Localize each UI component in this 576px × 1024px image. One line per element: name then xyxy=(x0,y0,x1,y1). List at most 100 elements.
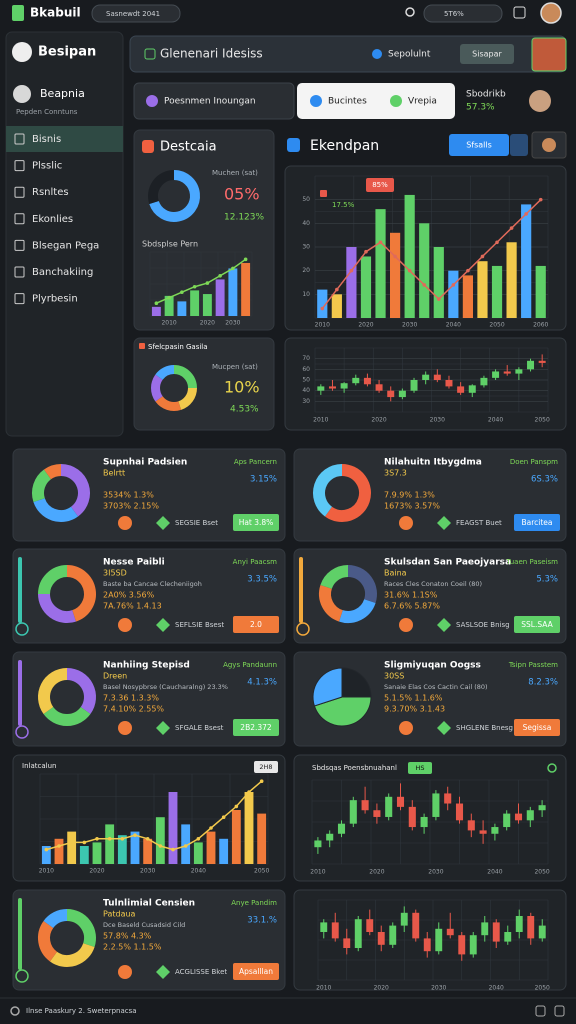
x-tick-label: 2030 xyxy=(140,868,155,875)
candle-body xyxy=(408,806,416,828)
candle-body xyxy=(340,383,348,389)
trend-line xyxy=(321,199,542,309)
card-button[interactable] xyxy=(233,616,279,633)
bar xyxy=(433,247,444,318)
donut-segment xyxy=(60,464,90,517)
candle-body xyxy=(420,816,428,828)
donut-segment xyxy=(33,497,79,522)
trend-point xyxy=(69,840,74,845)
trend-point xyxy=(183,844,188,848)
donut-segment xyxy=(173,365,197,389)
candle-body xyxy=(457,386,465,393)
candle-body xyxy=(515,916,523,932)
toolbar-button-text[interactable]: Sisapar xyxy=(472,50,502,59)
chip[interactable]: Vrepia xyxy=(408,97,437,107)
card-button-text[interactable]: Segissa xyxy=(523,723,552,732)
card-line: 7.4.10% 2.55% xyxy=(103,705,164,714)
footer: Ilnse Paaskury 2. Sweterpnacsa xyxy=(26,1007,137,1015)
card-accent xyxy=(299,557,303,623)
card-icon xyxy=(156,516,170,530)
x-tick-label: 2050 xyxy=(534,869,549,876)
card-button-text[interactable]: Apsalllan xyxy=(239,967,273,976)
card-title: Nilahuitn Itbygdma xyxy=(384,458,482,468)
trend-point xyxy=(407,268,412,273)
menu-active[interactable] xyxy=(6,126,123,152)
menu-item[interactable]: Banchakiing xyxy=(32,267,93,278)
tab-select[interactable] xyxy=(133,82,295,120)
card-button[interactable] xyxy=(233,719,279,736)
menu-item[interactable]: Ekonlies xyxy=(32,214,73,225)
main-dropdown[interactable] xyxy=(510,134,528,156)
main-avatar-face xyxy=(542,138,556,152)
donut-segment xyxy=(49,942,95,967)
card-desc: Basel Nosypbrse (Caucharalng) 23.3% xyxy=(103,683,228,691)
x-tick-label: 2060 xyxy=(533,322,548,329)
menu-item[interactable]: Plyrbesin xyxy=(32,294,78,305)
bar xyxy=(419,223,430,318)
card-button-text[interactable]: SSL.SAA xyxy=(521,620,553,629)
card-foot: SASLSOE Bnisg xyxy=(456,621,510,629)
candle-body xyxy=(514,813,523,821)
main-button[interactable] xyxy=(449,134,509,156)
menu-item[interactable]: Plsslic xyxy=(32,161,62,172)
card-accent-dot xyxy=(15,622,29,636)
profile-frame xyxy=(531,37,567,72)
trend-point xyxy=(335,287,339,292)
trend-point xyxy=(243,257,248,262)
status-pill[interactable] xyxy=(423,4,503,23)
candle-body xyxy=(400,912,408,926)
card-button-text[interactable]: 2.0 xyxy=(250,620,262,629)
sidebar-title: Besipan xyxy=(38,45,96,60)
candle-body xyxy=(504,932,512,942)
card-icon xyxy=(118,618,132,632)
card-button-text[interactable]: Hat 3.8% xyxy=(239,518,274,527)
card-button[interactable] xyxy=(514,719,560,736)
trend-point xyxy=(145,837,150,841)
pie-slice xyxy=(312,667,343,707)
card-button[interactable] xyxy=(514,616,560,633)
search-box[interactable] xyxy=(91,4,181,23)
logo: Bkabuil xyxy=(30,6,81,20)
menu-item[interactable]: Blsegan Pega xyxy=(32,240,99,251)
card-foot: SHGLENE Bnesg xyxy=(456,724,513,732)
user-name: Beapnia xyxy=(40,87,85,100)
card-line: 7.9.9% 1.3% xyxy=(384,491,435,500)
dropdown[interactable]: Sepolulnt xyxy=(388,50,431,60)
card-title: Nesse Paibli xyxy=(103,558,165,568)
card-foot: SFGALE Bsest xyxy=(175,724,224,732)
chart-badge-text: 85% xyxy=(372,181,388,189)
card-foot: SEFLSIE Bsest xyxy=(175,621,224,629)
menu-icon[interactable] xyxy=(513,6,526,19)
bar xyxy=(202,294,212,316)
candle-body xyxy=(481,922,489,936)
card-percent: 8.2.3% xyxy=(528,678,558,688)
metric-sub: 12.123% xyxy=(224,213,264,223)
candle-body xyxy=(320,922,328,932)
x-tick-label: 2010 xyxy=(310,869,325,876)
toolbar-button[interactable] xyxy=(460,44,514,64)
card-line: 7.3.36 1.3.3% xyxy=(103,694,159,703)
tab-select-text[interactable]: Poesnmen Inoungan xyxy=(164,97,256,107)
card-icon xyxy=(156,965,170,979)
card-line: 3534% 1.3% xyxy=(103,491,154,500)
donut-segment xyxy=(149,170,200,222)
footer-icon xyxy=(10,1006,20,1016)
main-button-text[interactable]: Sfsalls xyxy=(466,141,492,150)
card-line: 5.1.5% 1.1.6% xyxy=(384,694,443,703)
candle-body xyxy=(396,796,405,807)
chip[interactable]: Bucintes xyxy=(328,97,367,107)
trend-point xyxy=(524,212,528,216)
stat-value: 57.3% xyxy=(466,103,495,113)
card-button-text[interactable]: Barcitea xyxy=(521,518,552,527)
card-button[interactable] xyxy=(233,963,279,980)
menu-item[interactable]: Rsnltes xyxy=(32,187,69,198)
footer-icon[interactable] xyxy=(554,1005,565,1017)
card-percent: 3.3.5% xyxy=(247,575,277,585)
card-title: Sligmiyuqan Oogss xyxy=(384,661,481,671)
card-button[interactable] xyxy=(233,514,279,531)
card-button-text[interactable]: 2B2.372 xyxy=(240,723,272,732)
menu-item[interactable]: Bisnis xyxy=(32,134,61,145)
trend-point xyxy=(82,840,87,845)
card-button[interactable] xyxy=(514,514,560,531)
footer-icon[interactable] xyxy=(535,1005,546,1017)
